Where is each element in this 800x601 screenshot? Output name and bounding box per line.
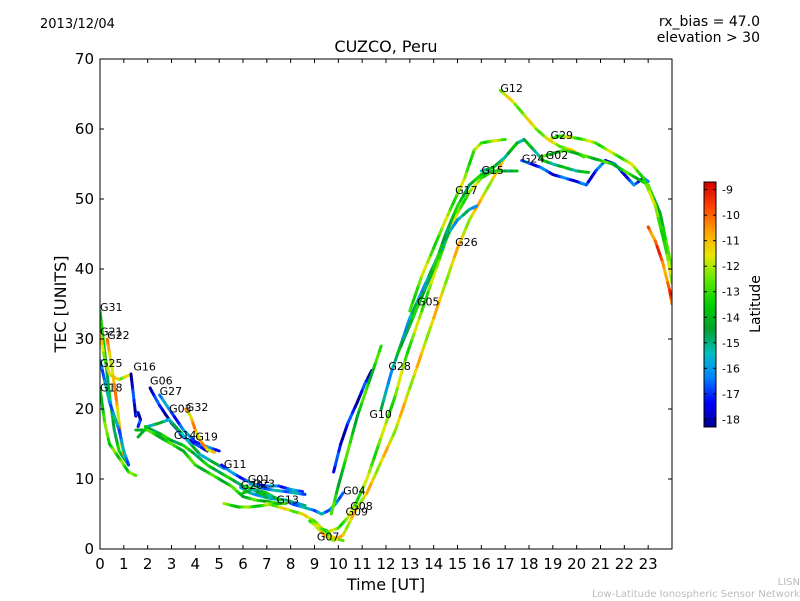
x-tick-label: 8 bbox=[286, 555, 296, 573]
colorbar: -9 -10 -11 -12 -13 -14 -15 -16 -17 -18 bbox=[704, 182, 740, 427]
series-segment-g25 bbox=[127, 462, 128, 466]
x-tick-label: 23 bbox=[639, 555, 658, 573]
series-segment-g21 bbox=[127, 375, 128, 376]
colorbar-tick-label: -11 bbox=[722, 235, 740, 248]
colorbar-tick-label: -15 bbox=[722, 337, 740, 350]
satellite-label-g13: G13 bbox=[276, 494, 299, 507]
x-tick-label: 5 bbox=[214, 555, 224, 573]
x-tick-label: 1 bbox=[119, 555, 129, 573]
y-tick-label: 10 bbox=[75, 470, 94, 488]
colorbar-tick-label: -9 bbox=[722, 184, 733, 197]
colorbar-label: Latitude bbox=[748, 275, 764, 333]
x-tick-label: 0 bbox=[95, 555, 105, 573]
x-tick-label: 19 bbox=[543, 555, 562, 573]
y-tick-label: 40 bbox=[75, 260, 94, 278]
colorbar-tick-label: -10 bbox=[722, 209, 740, 222]
x-tick-label: 16 bbox=[472, 555, 491, 573]
series-segment-g32 bbox=[213, 452, 215, 453]
satellite-label-g18: G18 bbox=[100, 382, 123, 395]
series-segment-g20 bbox=[303, 505, 305, 506]
x-tick-label: 4 bbox=[191, 555, 201, 573]
satellite-label-g10: G10 bbox=[369, 408, 392, 421]
satellite-label-g19: G19 bbox=[195, 431, 218, 444]
footer-credit: LISN Low-Latitude Ionospheric Sensor Net… bbox=[592, 577, 800, 601]
colorbar-tick-label: -13 bbox=[722, 286, 740, 299]
x-tick-label: 15 bbox=[448, 555, 467, 573]
colorbar-tick-label: -14 bbox=[722, 311, 740, 324]
satellite-label-g25: G25 bbox=[100, 357, 123, 370]
x-tick-label: 17 bbox=[496, 555, 515, 573]
x-tick-label: 12 bbox=[376, 555, 395, 573]
colorbar-tick-label: -17 bbox=[722, 388, 740, 401]
satellite-label-g24: G24 bbox=[522, 153, 545, 166]
series-segment-g07 bbox=[341, 540, 343, 541]
satellite-label-g22: G22 bbox=[107, 329, 130, 342]
satellite-label-g28: G28 bbox=[388, 360, 411, 373]
satellite-label-g04: G04 bbox=[343, 484, 366, 497]
series-segment-g05 bbox=[475, 206, 477, 207]
satellite-label-g26: G26 bbox=[455, 236, 478, 249]
satellite-label-g12: G12 bbox=[500, 82, 523, 95]
plot-frame bbox=[100, 59, 672, 549]
series-segment-g27 bbox=[216, 450, 219, 451]
y-tick-label: 0 bbox=[84, 540, 94, 558]
y-tick-label: 20 bbox=[75, 400, 94, 418]
y-tick-label: 60 bbox=[75, 120, 94, 138]
satellite-label-g05: G05 bbox=[417, 295, 440, 308]
colorbar-tick-label: -12 bbox=[722, 260, 740, 273]
satellite-label-g15: G15 bbox=[481, 164, 504, 177]
satellite-label-g17: G17 bbox=[455, 184, 478, 197]
satellite-label-g11: G11 bbox=[224, 458, 247, 471]
satellite-label-g20: G20 bbox=[241, 479, 264, 492]
x-tick-label: 3 bbox=[167, 555, 177, 573]
x-tick-label: 6 bbox=[238, 555, 248, 573]
satellite-label-g16: G16 bbox=[133, 361, 156, 374]
y-axis-label: TEC [UNITS] bbox=[51, 256, 70, 354]
satellite-label-g02: G02 bbox=[546, 149, 569, 162]
x-tick-label: 10 bbox=[329, 555, 348, 573]
colorbar-tick-label: -18 bbox=[722, 413, 740, 426]
footer-lisn: LISN bbox=[592, 577, 800, 589]
x-tick-label: 13 bbox=[400, 555, 419, 573]
x-axis-label: Time [UT] bbox=[346, 575, 425, 594]
satellite-label-g27: G27 bbox=[160, 385, 183, 398]
data-series-group bbox=[100, 91, 672, 541]
satellite-label-g14: G14 bbox=[174, 429, 197, 442]
y-tick-label: 70 bbox=[75, 50, 94, 68]
satellite-label-g07: G07 bbox=[317, 531, 340, 544]
x-tick-label: 21 bbox=[591, 555, 610, 573]
x-tick-label: 7 bbox=[262, 555, 272, 573]
x-tick-label: 9 bbox=[310, 555, 320, 573]
series-segment-g11 bbox=[300, 491, 303, 492]
series-segment-g28 bbox=[379, 346, 381, 351]
series-segment-g18 bbox=[134, 475, 136, 476]
colorbar-gradient bbox=[704, 182, 716, 427]
satellite-label-g09: G09 bbox=[345, 505, 368, 518]
satellite-label-g32: G32 bbox=[186, 401, 209, 414]
satellite-label-g31: G31 bbox=[100, 301, 123, 314]
satellite-label-g29: G29 bbox=[550, 129, 573, 142]
footer-network: Low-Latitude Ionospheric Sensor Network bbox=[592, 589, 800, 601]
x-tick-label: 2 bbox=[143, 555, 153, 573]
x-tick-label: 22 bbox=[615, 555, 634, 573]
series-segment-g16 bbox=[138, 425, 139, 427]
series-segment-g24 bbox=[647, 181, 648, 182]
y-tick-label: 30 bbox=[75, 330, 94, 348]
x-tick-label: 11 bbox=[353, 555, 372, 573]
y-tick-label: 50 bbox=[75, 190, 94, 208]
x-tick-label: 20 bbox=[567, 555, 586, 573]
x-tick-label: 14 bbox=[424, 555, 443, 573]
colorbar-tick-label: -16 bbox=[722, 362, 740, 375]
x-tick-label: 18 bbox=[519, 555, 538, 573]
